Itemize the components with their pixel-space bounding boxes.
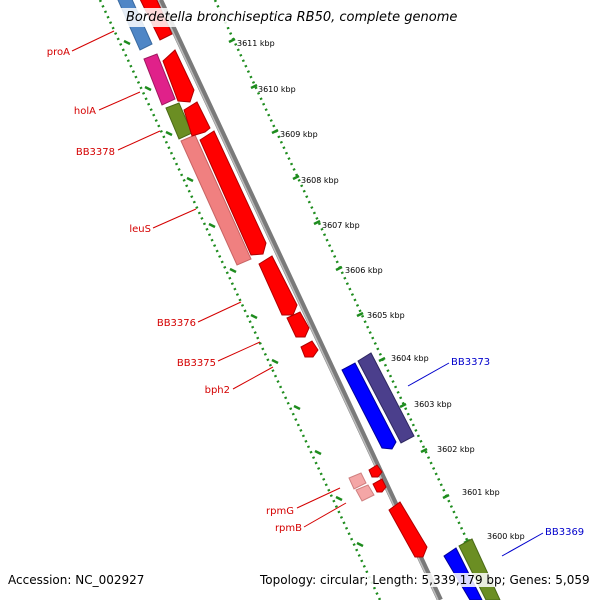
inner-scale-track bbox=[98, 0, 382, 600]
gene-box-bb3373[interactable] bbox=[357, 352, 415, 444]
gene-label-rpmb[interactable]: rpmB bbox=[275, 523, 302, 534]
gene-arrow-leus[interactable] bbox=[199, 130, 267, 256]
genome-backbone bbox=[157, 0, 443, 600]
gene-label-proa[interactable]: proA bbox=[47, 47, 70, 58]
gene-arrow-bb3376[interactable] bbox=[258, 255, 298, 316]
scale-tick-label: 3601 kbp bbox=[462, 488, 500, 497]
gene-arrow-bb3378[interactable] bbox=[183, 101, 211, 137]
genome-summary-text: Topology: circular; Length: 5,339,179 bp… bbox=[260, 573, 590, 587]
gene-label-bb3369[interactable]: BB3369 bbox=[545, 527, 584, 538]
gene-label-bb3376[interactable]: BB3376 bbox=[157, 318, 196, 329]
scale-tick-label: 3602 kbp bbox=[437, 445, 475, 454]
gene-arrow-bb3373[interactable] bbox=[341, 362, 397, 450]
forward-callout-lines bbox=[71, 30, 347, 528]
scale-tick-label: 3607 kbp bbox=[322, 221, 360, 230]
gene-box-rpmg[interactable] bbox=[348, 472, 367, 490]
scale-tick-label: 3610 kbp bbox=[258, 85, 296, 94]
gene-arrow-bph2[interactable] bbox=[300, 340, 319, 358]
scale-tick-label: 3606 kbp bbox=[345, 266, 383, 275]
gene-box-hola[interactable] bbox=[143, 53, 176, 106]
gene-box-leus[interactable] bbox=[180, 134, 252, 266]
gene-label-leus[interactable]: leuS bbox=[129, 224, 151, 235]
genome-title: Bordetella bronchiseptica RB50, complete… bbox=[120, 8, 464, 27]
scale-tick-label: 3604 kbp bbox=[391, 354, 429, 363]
outer-scale-track bbox=[213, 0, 497, 600]
scale-tick-label: 3600 kbp bbox=[487, 532, 525, 541]
gene-label-rpmg[interactable]: rpmG bbox=[266, 506, 294, 517]
gene-label-bb3375[interactable]: BB3375 bbox=[177, 358, 216, 369]
scale-tick-label: 3605 kbp bbox=[367, 311, 405, 320]
gene-arrow-rpmg[interactable] bbox=[368, 464, 383, 478]
accession-text: Accession: NC_002927 bbox=[8, 573, 145, 587]
scale-tick-label: 3603 kbp bbox=[414, 400, 452, 409]
gene-label-bb3378[interactable]: BB3378 bbox=[76, 147, 115, 158]
gene-arrow-bb3375[interactable] bbox=[286, 311, 310, 338]
scale-tick-label: 3608 kbp bbox=[301, 176, 339, 185]
gene-label-bph2[interactable]: bph2 bbox=[205, 385, 230, 396]
scale-tick-label: 3609 kbp bbox=[280, 130, 318, 139]
genome-backbone-highlight bbox=[157, 0, 439, 600]
gene-arrow-rpmb[interactable] bbox=[372, 478, 387, 493]
reverse-callout-lines bbox=[407, 362, 544, 557]
scale-tick-label: 3611 kbp bbox=[237, 39, 275, 48]
gene-label-bb3373[interactable]: BB3373 bbox=[451, 357, 490, 368]
gene-arrow-unlabeled[interactable] bbox=[388, 501, 428, 558]
gene-label-hola[interactable]: holA bbox=[74, 106, 96, 117]
gene-box-rpmb[interactable] bbox=[355, 484, 375, 502]
gene-arrow-hola[interactable] bbox=[162, 49, 195, 103]
